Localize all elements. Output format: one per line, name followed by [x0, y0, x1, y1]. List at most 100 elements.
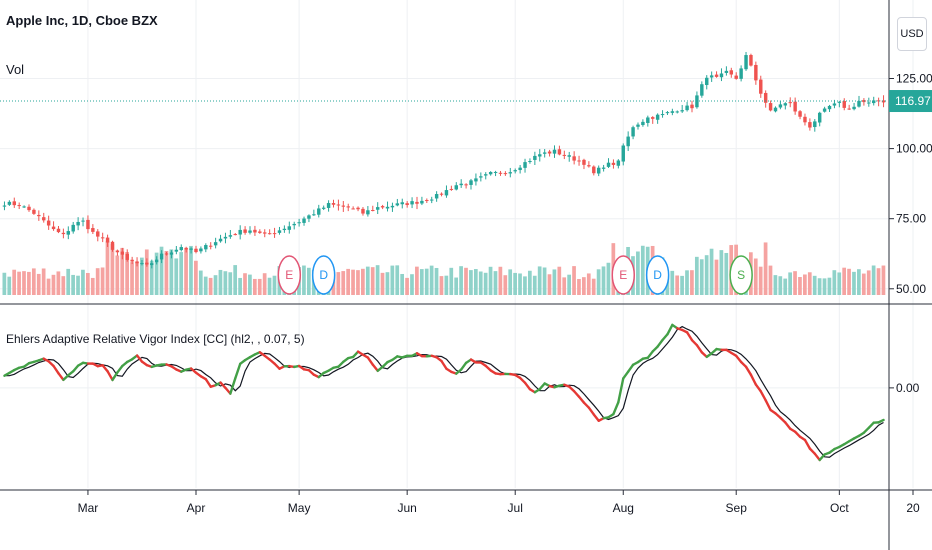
- volume-bar: [537, 266, 542, 295]
- rvi-line-segment: [695, 343, 704, 354]
- rvi-line-segment: [803, 438, 812, 450]
- volume-bar: [203, 276, 208, 295]
- candle-body: [277, 230, 282, 233]
- split-event-marker[interactable]: [729, 255, 753, 295]
- volume-bar: [694, 256, 699, 295]
- candle-body: [862, 100, 866, 103]
- volume-bar: [85, 272, 90, 295]
- volume-bar: [434, 267, 439, 295]
- candle-body: [199, 248, 203, 252]
- candle-body: [267, 233, 272, 235]
- volume-bar: [532, 275, 537, 295]
- volume-bar: [189, 245, 193, 295]
- price-axis-label: 50.00: [896, 282, 926, 296]
- candle-body: [842, 101, 846, 108]
- volume-bar: [346, 268, 350, 295]
- candle-body: [12, 201, 16, 206]
- rvi-line-segment: [749, 373, 758, 386]
- candle-body: [2, 205, 7, 207]
- volume-bar: [257, 278, 262, 295]
- volume-bar: [395, 265, 400, 295]
- candle-body: [788, 102, 792, 104]
- volume-bar: [208, 277, 213, 295]
- candle-body: [248, 230, 252, 233]
- candle-body: [380, 206, 385, 208]
- candle-body: [872, 100, 876, 104]
- candle-body: [430, 199, 434, 201]
- volume-bar: [272, 275, 277, 295]
- candle-body: [233, 234, 237, 236]
- volume-bar: [370, 267, 375, 295]
- rvi-line-segment: [685, 331, 694, 342]
- rvi-line-segment: [818, 453, 826, 462]
- candle-body: [130, 259, 134, 262]
- volume-bar: [827, 277, 832, 295]
- rvi-line-segment: [538, 382, 546, 391]
- volume-bar: [601, 266, 606, 295]
- candle-body: [439, 193, 444, 195]
- candle-body: [297, 222, 301, 224]
- volume-bar: [768, 265, 773, 295]
- rvi-line-segment: [351, 350, 360, 359]
- candle-body: [174, 249, 179, 252]
- dividend-event-marker[interactable]: [645, 255, 670, 295]
- candle-body: [351, 208, 355, 210]
- earnings-event-marker[interactable]: [611, 255, 636, 295]
- volume-bar: [758, 266, 763, 295]
- volume-bar: [547, 274, 552, 295]
- dividend-event-marker[interactable]: [311, 255, 336, 295]
- candle-body: [341, 205, 346, 207]
- volume-bar: [449, 267, 454, 295]
- volume-bar: [351, 269, 355, 295]
- volume-bar: [685, 270, 689, 295]
- candle-body: [542, 152, 547, 154]
- candle-body: [243, 229, 247, 233]
- volume-bar: [365, 266, 370, 295]
- volume-bar: [17, 271, 21, 295]
- volume-bar: [552, 269, 557, 295]
- candle-body: [827, 105, 832, 110]
- candle-body: [356, 207, 360, 210]
- volume-bar: [361, 268, 365, 295]
- candle-body: [641, 121, 645, 126]
- candle-body: [71, 224, 75, 232]
- volume-bar: [380, 272, 385, 295]
- volume-bar: [606, 262, 611, 295]
- candle-body: [400, 202, 404, 205]
- candle-body: [533, 155, 537, 160]
- volume-bar: [832, 270, 837, 295]
- dividend-event-label: D: [319, 268, 328, 282]
- volume-bar: [518, 273, 522, 295]
- earnings-event-marker[interactable]: [277, 255, 302, 295]
- candle-body: [159, 253, 164, 260]
- volume-bar: [135, 262, 139, 295]
- volume-bar: [773, 275, 778, 295]
- candle-body: [375, 207, 380, 210]
- volume-bar: [861, 273, 866, 295]
- price-axis-label: 75.00: [896, 212, 926, 226]
- candle-body: [857, 100, 861, 107]
- candle-body: [385, 206, 390, 209]
- volume-bar: [110, 243, 115, 295]
- candle-body: [459, 183, 463, 186]
- candle-body: [488, 172, 493, 175]
- volume-bar: [640, 245, 645, 295]
- volume-bar: [184, 249, 188, 295]
- volume-bar: [115, 255, 120, 295]
- volume-bar: [822, 278, 827, 295]
- candle-body: [498, 172, 503, 174]
- rvi-line-segment: [764, 399, 772, 412]
- currency-button[interactable]: USD: [897, 17, 927, 51]
- candle-body: [292, 223, 296, 226]
- rvi-line-segment: [440, 359, 448, 370]
- indicator-title: Ehlers Adaptive Relative Vigor Index [CC…: [6, 332, 305, 346]
- candle-body: [86, 219, 90, 230]
- candle-body: [169, 252, 174, 255]
- candle-body: [567, 155, 571, 157]
- rvi-line-segment: [57, 372, 65, 382]
- volume-bar: [817, 278, 822, 295]
- volume-bar: [842, 267, 847, 295]
- volume-bar: [699, 259, 704, 295]
- candle-body: [729, 70, 734, 75]
